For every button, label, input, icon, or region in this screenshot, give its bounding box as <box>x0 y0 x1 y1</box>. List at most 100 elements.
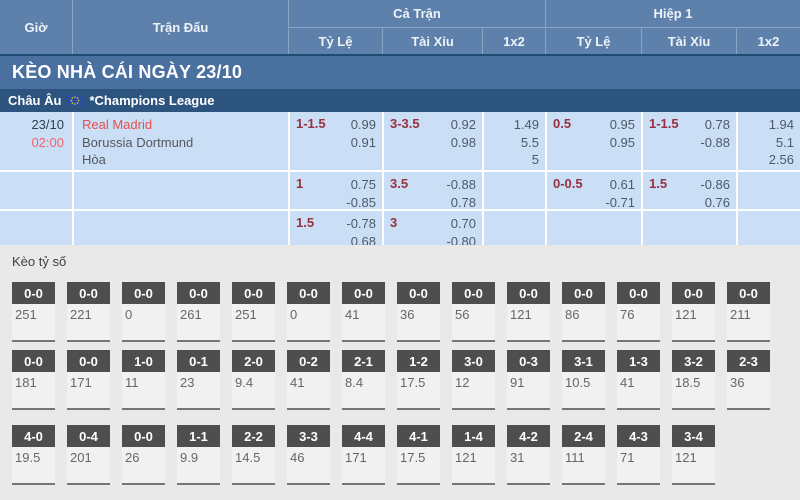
score-box[interactable]: 0-0 261 <box>177 282 220 342</box>
score-odds[interactable]: 211 <box>727 304 770 342</box>
score-odds[interactable]: 71 <box>617 447 660 485</box>
score-odds[interactable]: 12 <box>452 372 495 410</box>
odds-value[interactable]: 0.70 <box>450 216 476 231</box>
score-box[interactable]: 0-0 26 <box>122 425 165 485</box>
score-box[interactable]: 0-0 0 <box>287 282 330 342</box>
score-odds[interactable]: 76 <box>617 304 660 342</box>
score-odds[interactable]: 11 <box>122 372 165 410</box>
score-odds[interactable]: 46 <box>287 447 330 485</box>
match-teams-cell[interactable]: Real Madrid Borussia Dortmund Hòa <box>74 112 288 170</box>
score-odds[interactable]: 171 <box>67 372 110 410</box>
odds-value[interactable]: 0.61 <box>609 177 635 192</box>
odds-value[interactable]: 0.75 <box>350 177 376 192</box>
score-box[interactable]: 2-2 14.5 <box>232 425 275 485</box>
score-odds[interactable]: 121 <box>452 447 495 485</box>
score-box[interactable]: 4-1 17.5 <box>397 425 440 485</box>
score-odds[interactable]: 41 <box>342 304 385 342</box>
score-odds[interactable]: 9.9 <box>177 447 220 485</box>
score-box[interactable]: 0-4 201 <box>67 425 110 485</box>
odds-value[interactable]: -0.85 <box>346 194 376 209</box>
score-odds[interactable]: 18.5 <box>672 372 715 410</box>
score-odds[interactable]: 171 <box>342 447 385 485</box>
score-box[interactable]: 0-0 36 <box>397 282 440 342</box>
score-odds[interactable]: 251 <box>12 304 55 342</box>
score-odds[interactable]: 17.5 <box>397 447 440 485</box>
odds-value[interactable]: 0.99 <box>350 117 376 132</box>
score-box[interactable]: 0-3 91 <box>507 350 550 410</box>
away-team[interactable]: Borussia Dortmund <box>82 134 194 150</box>
ft-handicap-odds[interactable]: 1-1.5 0.99 0.91 <box>290 112 382 170</box>
score-odds[interactable]: 8.4 <box>342 372 385 410</box>
score-odds[interactable]: 181 <box>12 372 55 410</box>
ft-overunder-odds[interactable]: 3.5 -0.88 0.78 <box>384 172 482 209</box>
score-odds[interactable]: 121 <box>507 304 550 342</box>
score-box[interactable]: 3-2 18.5 <box>672 350 715 410</box>
score-box[interactable]: 0-0 121 <box>507 282 550 342</box>
score-odds[interactable]: 251 <box>232 304 275 342</box>
h1-overunder-odds[interactable]: 1.5 -0.86 0.76 <box>643 172 736 209</box>
odds-value[interactable]: 0.92 <box>450 117 476 132</box>
score-box[interactable]: 2-0 9.4 <box>232 350 275 410</box>
score-odds[interactable]: 0 <box>122 304 165 342</box>
score-odds[interactable]: 91 <box>507 372 550 410</box>
score-odds[interactable]: 221 <box>67 304 110 342</box>
odds-value[interactable]: -0.71 <box>605 194 635 209</box>
score-box[interactable]: 1-1 9.9 <box>177 425 220 485</box>
ft-handicap-odds[interactable]: 1 0.75 -0.85 <box>290 172 382 209</box>
odds-value[interactable]: 0.78 <box>704 117 730 132</box>
odds-value[interactable]: 5 <box>531 152 539 168</box>
odds-value[interactable]: -0.88 <box>446 177 476 192</box>
score-box[interactable]: 0-0 181 <box>12 350 55 410</box>
score-box[interactable]: 1-2 17.5 <box>397 350 440 410</box>
score-box[interactable]: 0-0 171 <box>67 350 110 410</box>
score-box[interactable]: 0-0 251 <box>232 282 275 342</box>
odds-value[interactable]: 0.91 <box>350 134 376 150</box>
odds-value[interactable]: 1.94 <box>768 117 794 132</box>
odds-value[interactable]: 1.49 <box>513 117 539 132</box>
score-box[interactable]: 3-1 10.5 <box>562 350 605 410</box>
score-box[interactable]: 0-0 56 <box>452 282 495 342</box>
score-odds[interactable]: 10.5 <box>562 372 605 410</box>
home-team[interactable]: Real Madrid <box>82 117 153 132</box>
score-box[interactable]: 1-4 121 <box>452 425 495 485</box>
odds-value[interactable]: 0.78 <box>450 194 476 209</box>
score-odds[interactable]: 41 <box>617 372 660 410</box>
h1-overunder-odds[interactable]: 1-1.5 0.78 -0.88 <box>643 112 736 170</box>
odds-value[interactable]: 0.76 <box>704 194 730 209</box>
odds-value[interactable]: 0.95 <box>609 134 635 150</box>
score-box[interactable]: 4-3 71 <box>617 425 660 485</box>
odds-value[interactable]: 0.95 <box>609 117 635 132</box>
odds-value[interactable]: 5.5 <box>520 134 539 150</box>
ft-handicap-odds[interactable]: 1.5 -0.78 0.68 <box>290 211 382 245</box>
odds-value[interactable]: 5.1 <box>775 134 794 150</box>
score-odds[interactable]: 201 <box>67 447 110 485</box>
ft-overunder-odds[interactable]: 3-3.5 0.92 0.98 <box>384 112 482 170</box>
ft-1x2-odds[interactable]: 1.49 5.5 5 <box>484 112 545 170</box>
score-box[interactable]: 1-0 11 <box>122 350 165 410</box>
score-odds[interactable]: 121 <box>672 304 715 342</box>
odds-value[interactable]: -0.86 <box>700 177 730 192</box>
score-box[interactable]: 0-0 41 <box>342 282 385 342</box>
odds-value[interactable]: 0.98 <box>450 134 476 150</box>
odds-value[interactable]: -0.88 <box>700 134 730 150</box>
score-box[interactable]: 0-0 76 <box>617 282 660 342</box>
odds-value[interactable]: -0.80 <box>446 233 476 245</box>
score-box[interactable]: 2-3 36 <box>727 350 770 410</box>
score-box[interactable]: 4-0 19.5 <box>12 425 55 485</box>
odds-value[interactable]: 2.56 <box>768 152 794 168</box>
score-odds[interactable]: 41 <box>287 372 330 410</box>
odds-value[interactable]: 0.68 <box>350 233 376 245</box>
score-odds[interactable]: 36 <box>727 372 770 410</box>
score-box[interactable]: 1-3 41 <box>617 350 660 410</box>
score-odds[interactable]: 14.5 <box>232 447 275 485</box>
score-box[interactable]: 0-0 86 <box>562 282 605 342</box>
score-box[interactable]: 2-1 8.4 <box>342 350 385 410</box>
score-odds[interactable]: 111 <box>562 447 605 485</box>
score-odds[interactable]: 121 <box>672 447 715 485</box>
score-box[interactable]: 4-4 171 <box>342 425 385 485</box>
score-box[interactable]: 0-1 23 <box>177 350 220 410</box>
score-box[interactable]: 0-0 121 <box>672 282 715 342</box>
score-odds[interactable]: 0 <box>287 304 330 342</box>
score-odds[interactable]: 56 <box>452 304 495 342</box>
ft-overunder-odds[interactable]: 3 0.70 -0.80 <box>384 211 482 245</box>
